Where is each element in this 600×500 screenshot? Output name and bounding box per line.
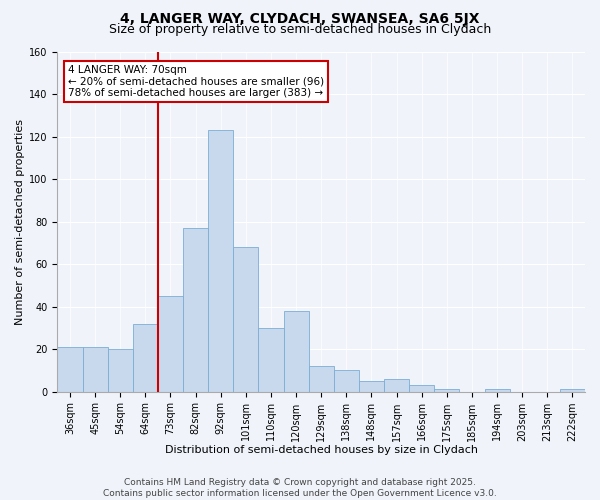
Text: 4, LANGER WAY, CLYDACH, SWANSEA, SA6 5JX: 4, LANGER WAY, CLYDACH, SWANSEA, SA6 5JX — [120, 12, 480, 26]
Bar — [183, 228, 208, 392]
Bar — [284, 311, 308, 392]
Bar — [233, 247, 259, 392]
Text: 4 LANGER WAY: 70sqm
← 20% of semi-detached houses are smaller (96)
78% of semi-d: 4 LANGER WAY: 70sqm ← 20% of semi-detach… — [68, 65, 324, 98]
Bar — [158, 296, 183, 392]
Bar — [107, 349, 133, 392]
Bar — [334, 370, 359, 392]
Bar — [83, 347, 107, 392]
Bar — [359, 381, 384, 392]
Text: Size of property relative to semi-detached houses in Clydach: Size of property relative to semi-detach… — [109, 22, 491, 36]
Text: Contains HM Land Registry data © Crown copyright and database right 2025.
Contai: Contains HM Land Registry data © Crown c… — [103, 478, 497, 498]
Bar — [434, 390, 460, 392]
Bar — [208, 130, 233, 392]
Bar — [58, 347, 83, 392]
Y-axis label: Number of semi-detached properties: Number of semi-detached properties — [15, 118, 25, 324]
Bar — [259, 328, 284, 392]
X-axis label: Distribution of semi-detached houses by size in Clydach: Distribution of semi-detached houses by … — [164, 445, 478, 455]
Bar — [485, 390, 509, 392]
Bar — [409, 385, 434, 392]
Bar — [560, 390, 585, 392]
Bar — [384, 379, 409, 392]
Bar — [308, 366, 334, 392]
Bar — [133, 324, 158, 392]
